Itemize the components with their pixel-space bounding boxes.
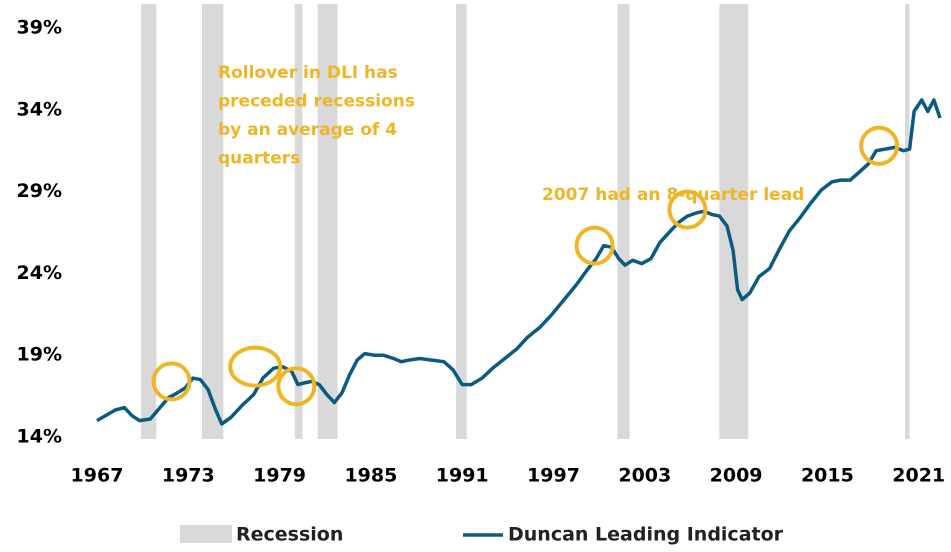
y-tick-label: 29% [17,180,62,202]
highlight-circle [859,125,900,166]
legend-label: Recession [236,524,343,546]
legend-label: Duncan Leading Indicator [508,524,784,546]
y-tick-label: 24% [17,262,62,284]
highlight-circle [228,345,283,388]
x-tick-label: 1967 [71,465,124,487]
recession-band [905,4,910,439]
x-tick-label: 1997 [527,465,580,487]
x-tick-label: 1979 [253,465,306,487]
recession-band [141,4,157,439]
y-tick-label: 14% [17,426,62,448]
x-tick-label: 2009 [710,465,763,487]
highlight-circle [667,189,708,230]
y-tick-label: 19% [17,344,62,366]
annotation: 2007 had an 8-quarter lead [542,185,804,205]
x-tick-label: 1973 [162,465,215,487]
x-tick-label: 1991 [436,465,489,487]
recession-band [617,4,630,439]
x-tick-label: 2021 [892,465,945,487]
highlight-circle [151,361,192,402]
recession-band [456,4,467,439]
annotation: preceded recessions [218,92,415,112]
recession-band [201,4,224,439]
legend-swatch [180,525,232,543]
highlight-circle [276,366,317,407]
x-tick-label: 2015 [801,465,854,487]
y-tick-label: 34% [17,98,62,120]
series-line [96,98,942,426]
x-tick-label: 2003 [618,465,671,487]
annotation: Rollover in DLI has [218,63,398,83]
recession-band [294,4,303,439]
recession-band [317,4,338,439]
y-tick-label: 39% [17,17,62,39]
highlight-circle [574,225,615,266]
annotation: quarters [218,149,300,169]
x-tick-label: 1985 [344,465,397,487]
annotation: by an average of 4 [218,120,397,140]
